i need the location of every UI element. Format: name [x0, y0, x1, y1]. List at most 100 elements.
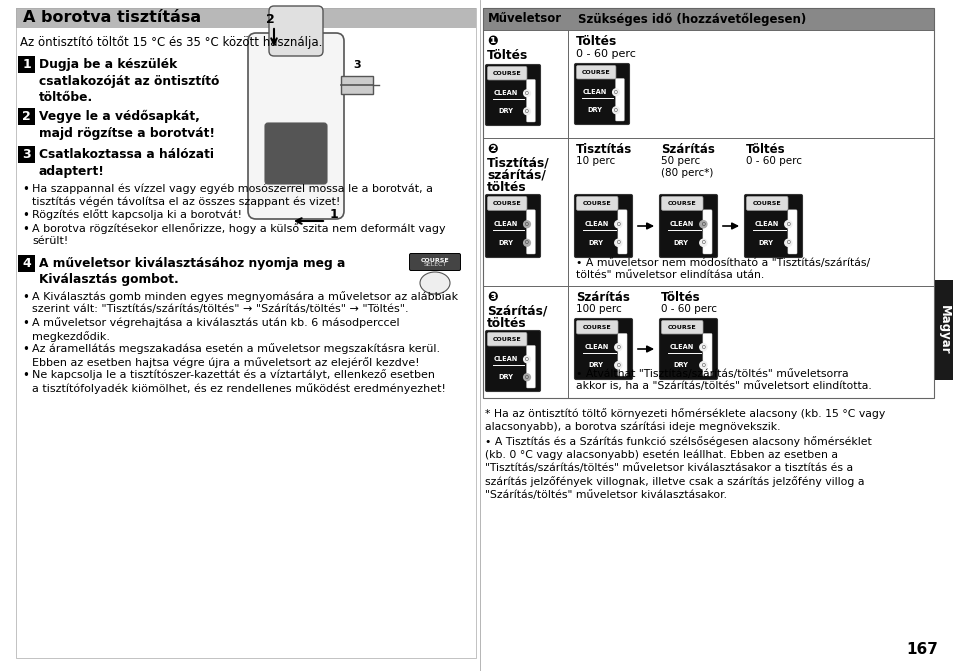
- Text: A borotva rögzítésekor ellenőrizze, hogy a külső szita nem deformált vagy
sérült: A borotva rögzítésekor ellenőrizze, hogy…: [32, 223, 445, 246]
- FancyBboxPatch shape: [702, 333, 711, 376]
- Bar: [16, 8, 476, 28]
- Text: 2: 2: [22, 110, 30, 123]
- Text: CLEAN: CLEAN: [583, 221, 608, 227]
- FancyBboxPatch shape: [618, 333, 626, 376]
- FancyBboxPatch shape: [576, 197, 618, 210]
- Text: O: O: [700, 221, 704, 227]
- Text: COURSE: COURSE: [667, 201, 696, 206]
- FancyBboxPatch shape: [485, 331, 540, 391]
- Text: 167: 167: [905, 642, 937, 657]
- Text: 0 - 60 perc: 0 - 60 perc: [576, 49, 636, 59]
- Text: •: •: [22, 317, 29, 330]
- FancyBboxPatch shape: [574, 64, 629, 125]
- Text: CLEAN: CLEAN: [494, 91, 517, 96]
- Text: 3: 3: [353, 60, 360, 70]
- FancyBboxPatch shape: [487, 66, 526, 80]
- Text: 0 - 60 perc: 0 - 60 perc: [745, 156, 801, 166]
- FancyBboxPatch shape: [409, 254, 460, 270]
- Text: Töltés: Töltés: [576, 35, 617, 48]
- Circle shape: [523, 90, 530, 97]
- Text: O: O: [524, 91, 528, 96]
- FancyBboxPatch shape: [485, 195, 540, 258]
- FancyBboxPatch shape: [485, 64, 540, 125]
- Text: CLEAN: CLEAN: [668, 221, 693, 227]
- FancyBboxPatch shape: [745, 197, 787, 210]
- Bar: [482, 8, 933, 30]
- Text: O: O: [700, 363, 704, 368]
- Text: O: O: [785, 221, 789, 227]
- Text: Műveletsor: Műveletsor: [488, 13, 561, 25]
- FancyBboxPatch shape: [576, 66, 616, 79]
- Text: DRY: DRY: [587, 107, 602, 113]
- Bar: [934, 280, 953, 380]
- Circle shape: [614, 221, 621, 227]
- Text: DRY: DRY: [588, 240, 603, 246]
- FancyBboxPatch shape: [487, 197, 526, 210]
- Text: O: O: [524, 357, 528, 362]
- Text: COURSE: COURSE: [581, 70, 610, 74]
- Text: A Kiválasztás gomb minden egyes megnyomására a műveletsor az alábbiak
szerint vá: A Kiválasztás gomb minden egyes megnyomá…: [32, 291, 457, 315]
- Text: 2: 2: [266, 13, 274, 26]
- FancyBboxPatch shape: [615, 79, 623, 121]
- FancyBboxPatch shape: [787, 210, 796, 254]
- Text: •: •: [22, 209, 29, 222]
- Text: Tisztítás/: Tisztítás/: [486, 157, 549, 170]
- Text: * Ha az öntisztító töltő környezeti hőmérséklete alacsony (kb. 15 °C vagy
alacso: * Ha az öntisztító töltő környezeti hőmé…: [484, 408, 884, 432]
- Text: 1: 1: [22, 58, 30, 71]
- Text: COURSE: COURSE: [420, 258, 449, 262]
- Bar: [18, 255, 35, 272]
- Text: O: O: [524, 240, 528, 246]
- Text: DRY: DRY: [673, 240, 688, 246]
- Circle shape: [784, 240, 791, 246]
- Text: DRY: DRY: [758, 240, 773, 246]
- Text: O: O: [524, 374, 528, 380]
- Text: Szükséges idő (hozzávetőlegesen): Szükséges idő (hozzávetőlegesen): [578, 13, 805, 25]
- Text: Ha szappannal és vízzel vagy egyéb mosószerrel mossa le a borotvát, a
tisztítás : Ha szappannal és vízzel vagy egyéb mosós…: [32, 183, 433, 207]
- Text: COURSE: COURSE: [582, 201, 611, 206]
- Text: 4: 4: [22, 257, 30, 270]
- Text: 0 - 60 perc: 0 - 60 perc: [660, 304, 717, 314]
- Text: COURSE: COURSE: [752, 201, 781, 206]
- Circle shape: [523, 374, 530, 380]
- Text: COURSE: COURSE: [667, 325, 696, 329]
- Text: töltés: töltés: [486, 181, 526, 194]
- Text: A műveletsor végrehajtása a kiválasztás után kb. 6 másodperccel
megkezdődik.: A műveletsor végrehajtása a kiválasztás …: [32, 317, 399, 342]
- Text: O: O: [785, 240, 789, 246]
- Text: 50 perc
(80 perc*): 50 perc (80 perc*): [660, 156, 713, 178]
- Text: ❶: ❶: [486, 35, 497, 48]
- Text: Szárítás/: Szárítás/: [486, 305, 547, 318]
- Text: CLEAN: CLEAN: [494, 221, 517, 227]
- Circle shape: [523, 356, 530, 362]
- Text: Szárítás: Szárítás: [660, 143, 714, 156]
- Text: CLEAN: CLEAN: [754, 221, 778, 227]
- Text: A borotva tisztítása: A borotva tisztítása: [23, 11, 201, 25]
- Circle shape: [784, 221, 791, 227]
- Text: DRY: DRY: [498, 240, 514, 246]
- FancyBboxPatch shape: [526, 210, 535, 254]
- Text: O: O: [614, 90, 618, 95]
- Circle shape: [700, 362, 706, 369]
- Text: 10 perc: 10 perc: [576, 156, 615, 166]
- Text: COURSE: COURSE: [493, 70, 521, 76]
- Text: Az öntisztító töltőt 15 °C és 35 °C között használja.: Az öntisztító töltőt 15 °C és 35 °C közö…: [20, 36, 322, 49]
- Text: SELECT: SELECT: [423, 262, 446, 268]
- Circle shape: [614, 362, 621, 369]
- Circle shape: [700, 344, 706, 351]
- Text: CLEAN: CLEAN: [583, 344, 608, 350]
- FancyBboxPatch shape: [526, 79, 535, 122]
- Text: CLEAN: CLEAN: [582, 89, 607, 95]
- Text: O: O: [616, 221, 619, 227]
- Bar: [18, 56, 35, 73]
- Text: 3: 3: [22, 148, 30, 161]
- FancyBboxPatch shape: [248, 33, 344, 219]
- Text: O: O: [616, 363, 619, 368]
- FancyBboxPatch shape: [265, 123, 327, 184]
- Text: 100 perc: 100 perc: [576, 304, 621, 314]
- Bar: [18, 146, 35, 163]
- Bar: [16, 8, 476, 658]
- Text: •: •: [22, 223, 29, 236]
- Circle shape: [614, 344, 621, 351]
- FancyBboxPatch shape: [618, 210, 626, 254]
- Circle shape: [612, 107, 618, 113]
- Text: Töltés: Töltés: [660, 291, 700, 304]
